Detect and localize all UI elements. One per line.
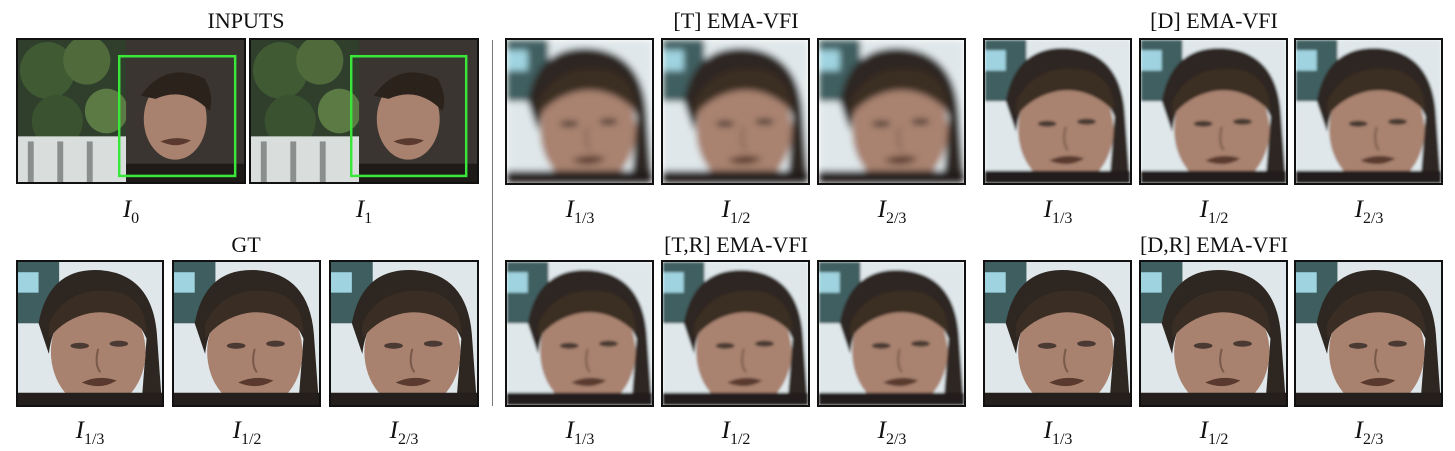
caption-input-0: I0: [122, 196, 140, 227]
gt-frame-3: [329, 260, 479, 407]
gt-frame-2: [172, 260, 321, 407]
t-title: [T] EMA-VFI: [673, 8, 799, 33]
caption-tr-1: I1/3: [565, 417, 595, 448]
caption-gt-2: I1/2: [232, 417, 262, 448]
tr-frame-2: [661, 260, 810, 407]
t-frame-2: [661, 38, 810, 185]
caption-tr-2: I1/2: [721, 417, 751, 448]
dr-frame-2: [1139, 260, 1288, 407]
caption-gt-3: I2/3: [389, 417, 419, 448]
tr-frame-1: [505, 260, 654, 407]
d-frame-3: [1294, 38, 1443, 185]
dr-frame-3: [1294, 260, 1443, 407]
gt-frame-1: [16, 260, 164, 407]
t-frame-1: [505, 38, 654, 185]
input-frame-0: [16, 38, 246, 184]
t-frame-3: [817, 38, 966, 185]
tr-title: [T,R] EMA-VFI: [664, 232, 808, 257]
dr-frame-1: [983, 260, 1132, 407]
caption-dr-1: I1/3: [1043, 417, 1073, 448]
caption-gt-1: I1/3: [75, 417, 105, 448]
tr-frame-3: [817, 260, 966, 407]
inputs-title: INPUTS: [207, 8, 285, 33]
input-frame-1: [249, 38, 479, 184]
caption-t-3: I2/3: [877, 196, 907, 227]
section-divider: [492, 40, 493, 406]
caption-dr-2: I1/2: [1199, 417, 1229, 448]
caption-t-2: I1/2: [721, 196, 751, 227]
d-title: [D] EMA-VFI: [1150, 8, 1278, 33]
d-frame-2: [1139, 38, 1288, 185]
caption-input-1: I1: [355, 196, 373, 227]
caption-dr-3: I2/3: [1354, 417, 1384, 448]
roi-box-1: [349, 54, 468, 178]
dr-title: [D,R] EMA-VFI: [1140, 232, 1288, 257]
caption-d-1: I1/3: [1043, 196, 1073, 227]
caption-t-1: I1/3: [565, 196, 595, 227]
roi-box-0: [117, 54, 237, 178]
d-frame-1: [983, 38, 1132, 185]
gt-title: GT: [231, 232, 261, 257]
caption-d-3: I2/3: [1354, 196, 1384, 227]
caption-tr-3: I2/3: [877, 417, 907, 448]
caption-d-2: I1/2: [1199, 196, 1229, 227]
